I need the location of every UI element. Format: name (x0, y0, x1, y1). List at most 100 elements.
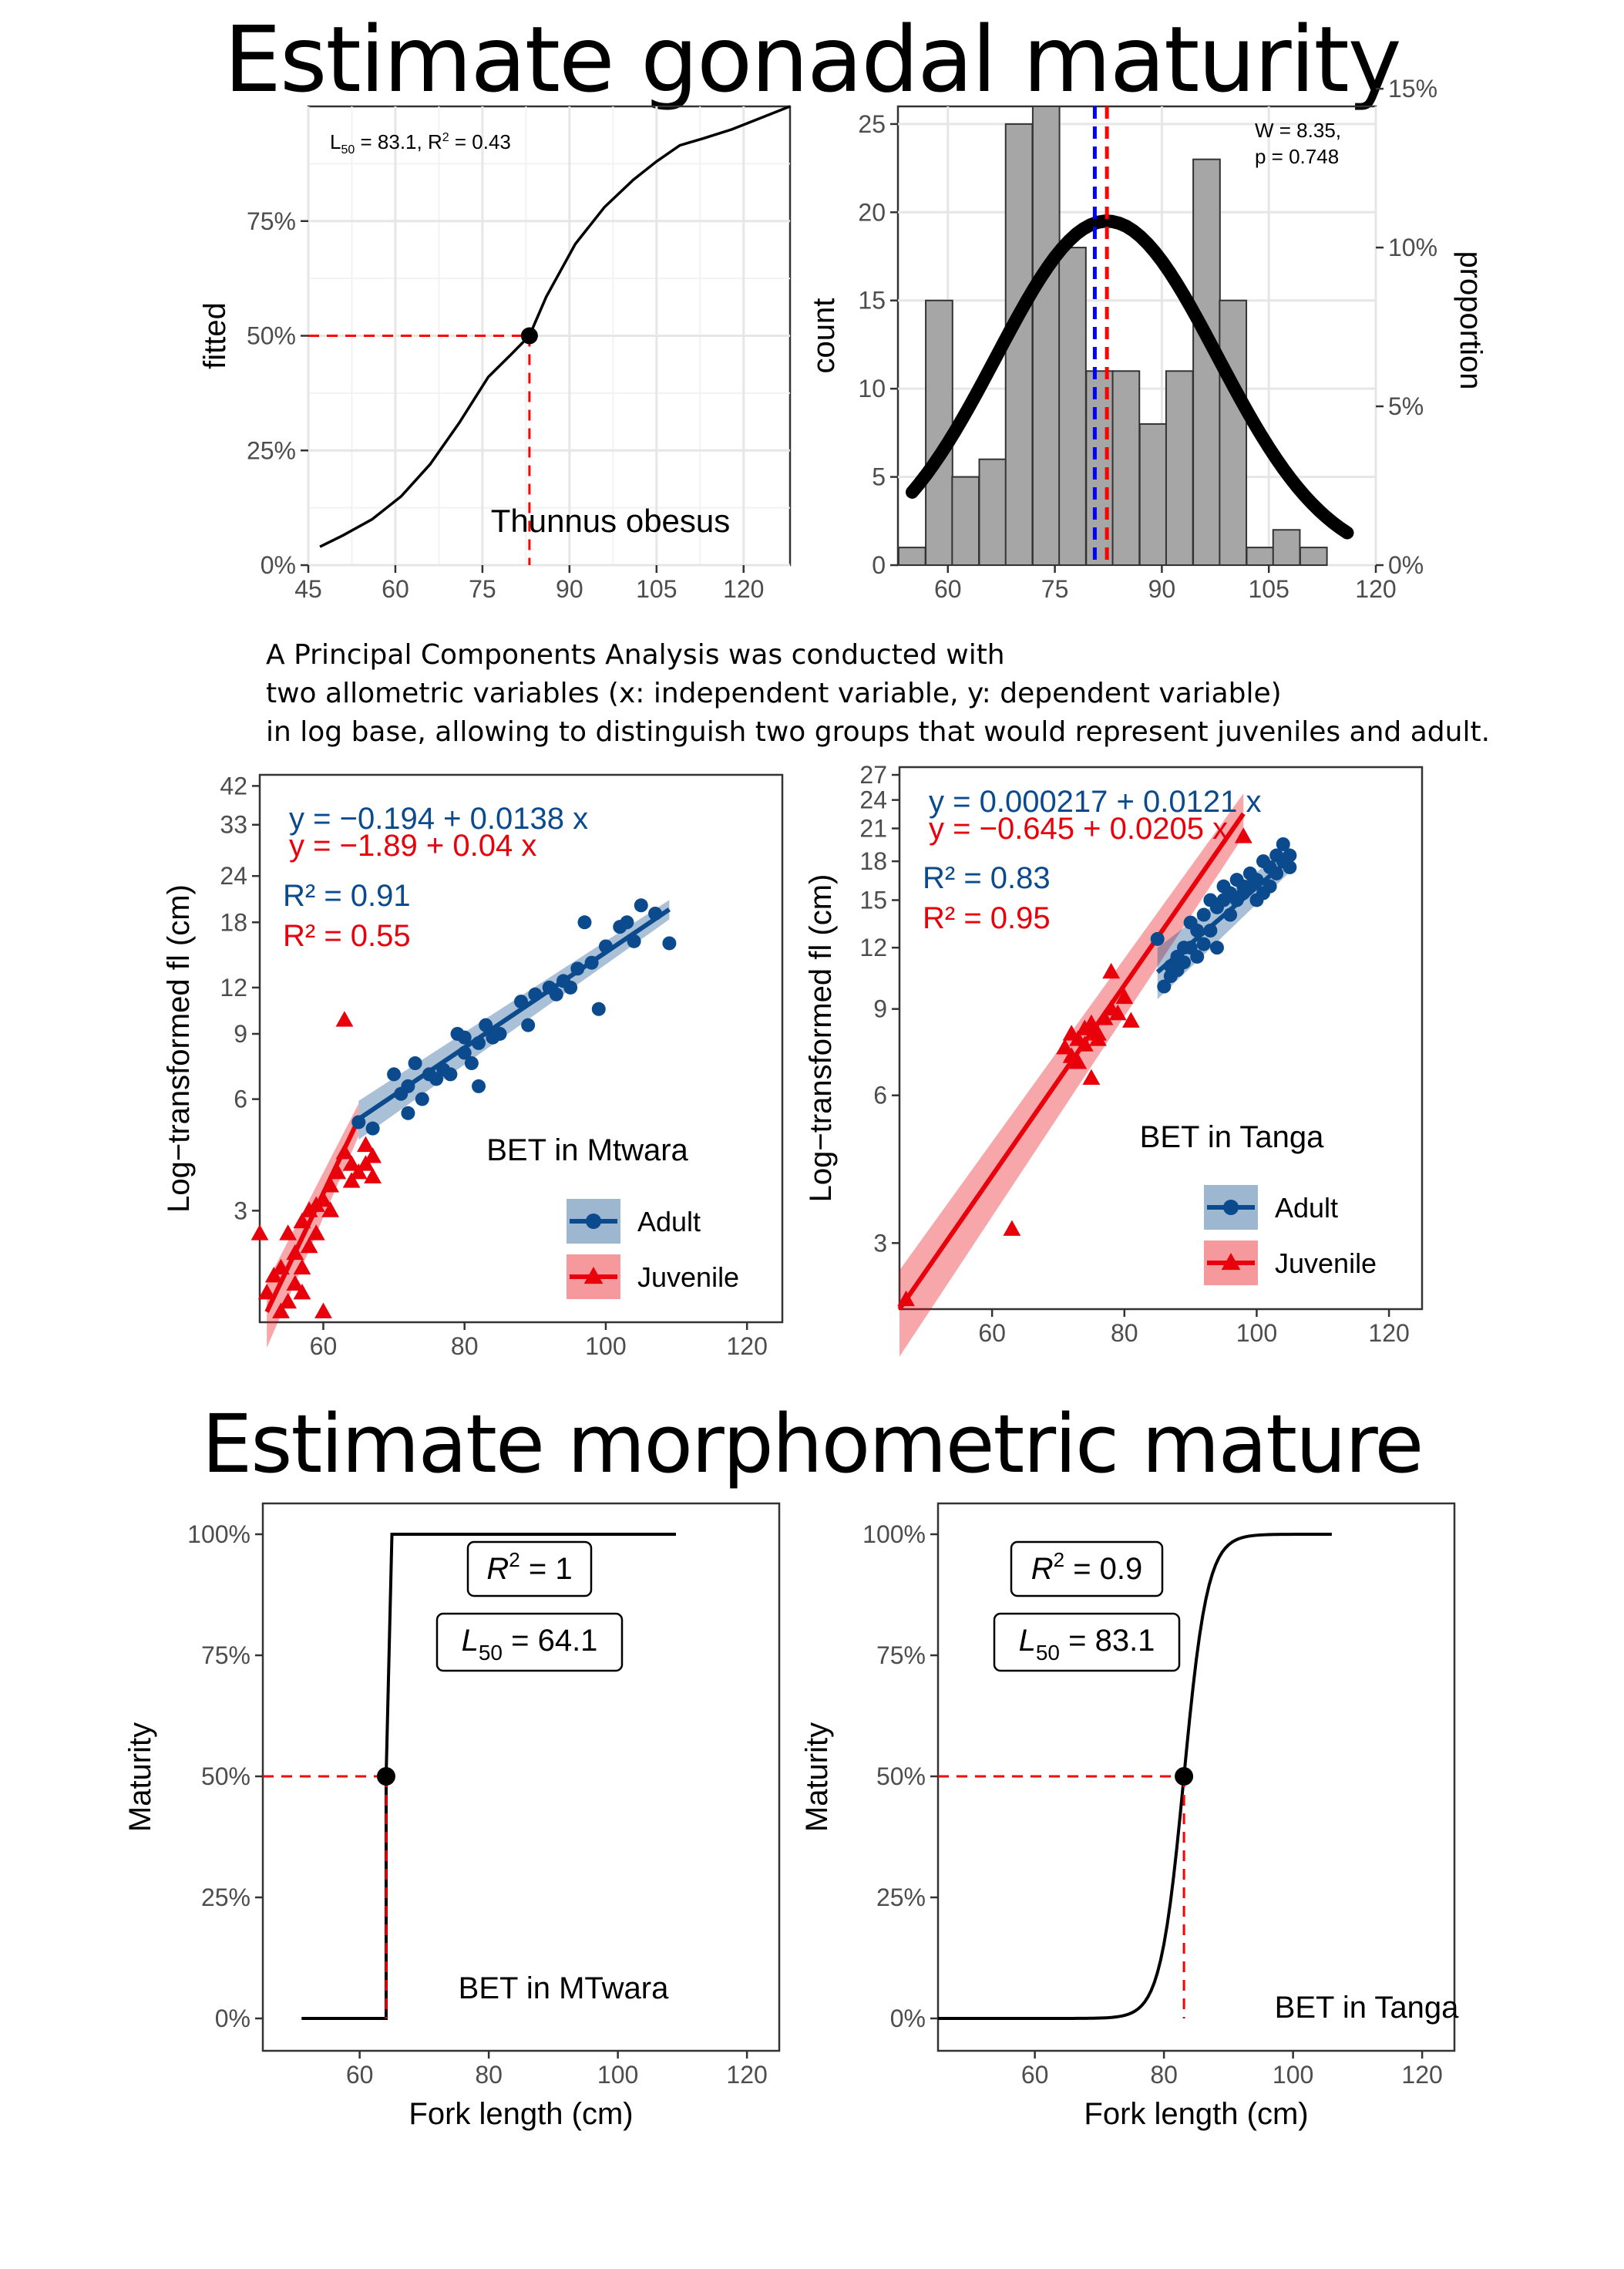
x-tick-label: 120 (1355, 575, 1396, 603)
y-axis-title: Maturity (800, 1722, 834, 1832)
location-label: BET in MTwara (459, 1971, 669, 2005)
r2-juvenile: R² = 0.55 (283, 919, 411, 953)
y-tick-label: 75% (876, 1641, 926, 1669)
equation-juvenile: y = −0.645 + 0.0205 x (929, 812, 1228, 846)
y-tick-label: 33 (220, 811, 247, 839)
juvenile-point (1108, 1004, 1127, 1021)
y-tick-label: 50% (876, 1762, 926, 1790)
adult-point (1283, 848, 1297, 863)
y-right-axis-title: proportion (1454, 251, 1488, 389)
y-axis-title: fitted (198, 302, 232, 369)
y-tick-label: 20 (858, 198, 886, 226)
x-tick-label: 105 (636, 575, 677, 603)
y-axis-title: Maturity (123, 1722, 157, 1832)
adult-point (627, 934, 641, 948)
y-right-tick-label: 5% (1388, 392, 1424, 420)
adult-point (591, 1002, 606, 1016)
equation-adult: y = 0.000217 + 0.0121 x (929, 785, 1261, 819)
adult-point (1263, 879, 1277, 894)
logistic-curve (319, 105, 791, 548)
x-tick-label: 60 (310, 1332, 338, 1360)
juvenile-point (1069, 1053, 1088, 1069)
histogram-bar (1299, 547, 1328, 566)
location-label: BET in Tanga (1275, 1991, 1459, 2025)
x-tick-label: 60 (978, 1319, 1006, 1347)
y-tick-label: 50% (201, 1762, 250, 1790)
adult-point (584, 955, 599, 970)
x-tick-label: 75 (469, 575, 496, 603)
pca-description-line: two allometric variables (x: independent… (266, 678, 1282, 709)
heading-gonadal-maturity: Estimate gonadal maturity (224, 6, 1401, 113)
x-tick-label: 60 (934, 575, 962, 603)
adult-point (387, 1067, 402, 1082)
juvenile-point (286, 1274, 304, 1291)
heading-morphometric-mature: Estimate morphometric mature (201, 1397, 1424, 1491)
y-tick-label: 0% (890, 2005, 926, 2032)
annotation-p: p = 0.748 (1255, 145, 1339, 168)
l50-point (376, 1767, 395, 1786)
y-tick-label: 3 (234, 1197, 247, 1224)
y-tick-label: 0% (215, 2005, 250, 2032)
legend-juvenile-label: Juvenile (1275, 1247, 1377, 1279)
adult-point (1157, 979, 1172, 994)
x-tick-label: 60 (382, 575, 409, 603)
adult-point (1223, 907, 1238, 922)
juvenile-point (307, 1224, 325, 1241)
x-tick-label: 60 (346, 2061, 374, 2089)
juvenile-point (1102, 962, 1121, 979)
x-tick-label: 120 (1368, 1319, 1409, 1347)
juvenile-point (1056, 1039, 1074, 1055)
histogram-bar (951, 476, 980, 566)
adult-point (365, 1121, 380, 1136)
l50-point (1175, 1767, 1194, 1786)
juvenile-point (1095, 1009, 1114, 1025)
histogram-bar (1138, 422, 1168, 567)
y-axis-title: count (807, 298, 841, 374)
juvenile-point (293, 1283, 311, 1300)
pca-description-line: A Principal Components Analysis was cond… (266, 639, 1005, 671)
x-tick-label: 100 (1273, 2061, 1313, 2089)
adult-point (401, 1106, 415, 1120)
adult-point (563, 980, 578, 995)
r2-label: R2 = 1 (486, 1548, 572, 1586)
histogram-bar (1004, 123, 1034, 566)
histogram-bar (1031, 106, 1061, 566)
l50-label-box (993, 1612, 1181, 1672)
histogram-bar (1111, 370, 1141, 566)
juvenile-point (1234, 827, 1252, 843)
histogram-bar (978, 458, 1007, 567)
juvenile-point (257, 1283, 276, 1300)
y-tick-label: 25% (201, 1884, 250, 1911)
juvenile-point (314, 1190, 332, 1207)
x-tick-label: 75 (1041, 575, 1069, 603)
juvenile-point (293, 1212, 311, 1229)
y-right-tick-label: 15% (1388, 75, 1437, 103)
r2-label-box (466, 1540, 593, 1597)
y-tick-label: 15 (858, 287, 886, 315)
y-tick-label: 25% (247, 436, 296, 464)
r2-label: R2 = 0.9 (1031, 1548, 1143, 1586)
x-tick-label: 80 (475, 2061, 503, 2089)
adult-point (1150, 931, 1165, 946)
x-axis-title: Fork length (cm) (409, 2097, 633, 2131)
equation-adult: y = −0.194 + 0.0138 x (289, 802, 588, 836)
species-label: Thunnus obesus (491, 503, 731, 539)
x-tick-label: 90 (556, 575, 583, 603)
y-axis-title: Log−transformed fl (cm) (804, 874, 838, 1203)
juvenile-point (1115, 988, 1134, 1005)
y-tick-label: 24 (220, 862, 247, 890)
y-tick-label: 75% (201, 1641, 250, 1669)
adult-point (408, 1056, 422, 1071)
juvenile-point (293, 1258, 311, 1275)
legend-adult-key-point (586, 1214, 601, 1229)
juvenile-point (1082, 1014, 1101, 1031)
juvenile-point (1089, 1025, 1107, 1041)
histogram-bar (1219, 299, 1248, 566)
y-tick-label: 15 (859, 886, 887, 914)
x-tick-label: 100 (1236, 1319, 1277, 1347)
adult-point (457, 1045, 472, 1060)
y-tick-label: 9 (234, 1020, 247, 1048)
